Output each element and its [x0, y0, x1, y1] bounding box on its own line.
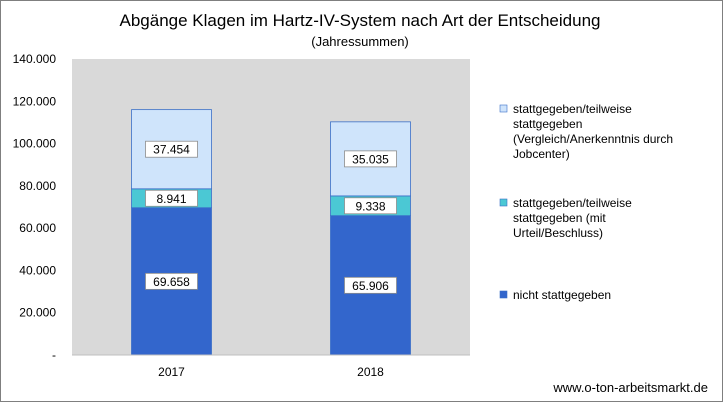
data-label: 65.906: [352, 279, 389, 293]
y-tick-label: 60.000: [19, 221, 56, 235]
legend-label: stattgegeben/teilweise: [513, 102, 632, 116]
chart-subtitle: (Jahressummen): [311, 34, 409, 49]
x-tick-label: 2018: [357, 365, 384, 379]
data-label: 35.035: [352, 152, 389, 166]
y-tick-label: 80.000: [19, 179, 56, 193]
data-label: 37.454: [153, 143, 190, 157]
legend-label: (Vergleich/Anerkenntnis durch: [513, 132, 673, 146]
chart-title: Abgänge Klagen im Hartz-IV-System nach A…: [120, 11, 601, 30]
legend-label: stattgegeben: [513, 117, 582, 131]
y-tick-label: -: [52, 348, 56, 362]
data-label-box: [145, 189, 198, 207]
legend-swatch: [499, 104, 508, 113]
data-label-box: [344, 276, 397, 294]
data-label-box: [344, 197, 397, 215]
legend-swatch: [499, 290, 508, 299]
legend-label: Jobcenter): [513, 147, 570, 161]
data-label-box: [145, 272, 198, 290]
y-tick-label: 140.000: [13, 52, 57, 66]
legend-label: stattgegeben (mit: [513, 211, 606, 225]
data-label-box: [344, 150, 397, 168]
data-label: 69.658: [153, 275, 190, 289]
data-label: 9.338: [355, 199, 385, 213]
legend-label: Urteil/Beschluss): [513, 226, 603, 240]
data-label: 8.941: [156, 192, 186, 206]
x-tick-label: 2017: [158, 365, 185, 379]
legend: stattgegeben/teilweisestattgegeben(Vergl…: [499, 102, 673, 302]
bars: 69.658 8.941 37.454 65.906 9.338 35.035: [131, 109, 411, 356]
y-tick-label: 120.000: [13, 94, 57, 108]
y-tick-label: 20.000: [19, 306, 56, 320]
legend-swatch: [499, 198, 508, 207]
x-axis: 2017 2018: [72, 354, 470, 379]
legend-label: stattgegeben/teilweise: [513, 196, 632, 210]
y-tick-label: 40.000: [19, 263, 56, 277]
data-label-box: [145, 140, 198, 158]
legend-label: nicht stattgegeben: [513, 288, 611, 302]
y-axis: - 20.000 40.000 60.000 80.000 100.000 120.000 1…: [13, 52, 57, 362]
y-tick-label: 100.000: [13, 137, 57, 151]
source-label: www.o-ton-arbeitsmarkt.de: [552, 380, 708, 395]
